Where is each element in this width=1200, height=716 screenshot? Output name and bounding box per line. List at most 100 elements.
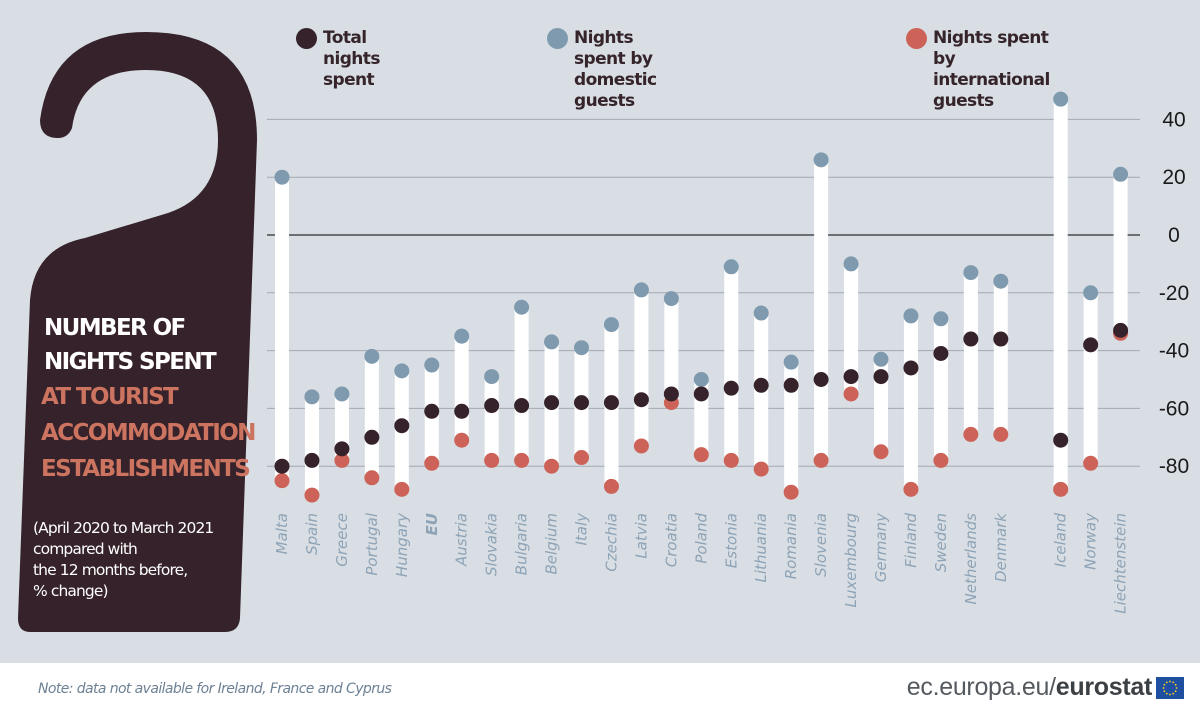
range-bar — [1053, 99, 1068, 490]
total-dot — [1053, 432, 1069, 448]
domestic-dot — [843, 256, 859, 272]
brand-name: eurostat — [1055, 673, 1153, 701]
flag-star — [1169, 693, 1171, 696]
subtitle: (April 2020 to March 2021 compared with … — [33, 519, 214, 600]
total-dot — [963, 331, 979, 347]
legend-label: Total nights spent — [323, 28, 380, 90]
range-bar — [844, 263, 859, 394]
international-dot — [723, 452, 739, 468]
total-dot — [723, 380, 739, 396]
range-bar — [514, 307, 529, 461]
y-tick-label: -20 — [1159, 282, 1189, 305]
category-label: Malta — [273, 513, 291, 554]
y-tick-label: -40 — [1159, 340, 1189, 363]
international-dot — [574, 450, 589, 466]
international-dot — [783, 484, 799, 500]
category-label: Sweden — [932, 513, 950, 572]
category-label: Norway — [1082, 512, 1100, 570]
domestic-dot — [364, 348, 380, 364]
footer: Note: data not available for Ireland, Fr… — [0, 663, 1200, 716]
category-label: Belgium — [543, 513, 561, 575]
domestic-dot — [753, 305, 769, 321]
category-label: Slovakia — [483, 513, 501, 576]
category-label: Portugal — [363, 512, 381, 575]
domestic-dot — [693, 372, 709, 387]
category-label: Italy — [573, 512, 591, 546]
category-label: Netherlands — [962, 513, 980, 605]
international-dot — [873, 444, 889, 460]
title-line: NIGHTS SPENT — [44, 349, 217, 375]
category-label: Liechtenstein — [1112, 513, 1130, 614]
category-label: Bulgaria — [513, 513, 531, 575]
domestic-dot — [873, 351, 889, 367]
international-dot — [334, 452, 350, 468]
category-label: Denmark — [992, 512, 1010, 582]
range-bar — [275, 177, 289, 481]
data-note: Note: data not available for Ireland, Fr… — [38, 681, 392, 697]
flag-star — [1162, 687, 1165, 689]
total-dot — [813, 372, 829, 387]
domestic-dot — [454, 328, 470, 344]
domestic-dot — [424, 357, 440, 373]
category-label: Slovenia — [812, 513, 830, 577]
domestic-dot — [993, 273, 1009, 289]
international-dot — [304, 487, 320, 503]
category-label: Romania — [782, 513, 800, 579]
flag-star — [1172, 681, 1175, 684]
title-accent: AT TOURIST ACCOMMODATION ESTABLISHMENTS — [41, 379, 256, 487]
total-dot-icon — [296, 28, 317, 49]
domestic-dot — [663, 291, 679, 307]
eurostat-link[interactable]: ec.europa.eu/eurostat — [906, 673, 1153, 702]
range-bar — [1083, 292, 1098, 464]
total-dot — [574, 395, 589, 411]
international-dot — [274, 473, 290, 489]
range-bar — [454, 336, 469, 441]
international-dot — [753, 461, 769, 477]
flag-star — [1174, 683, 1177, 686]
domestic-dot — [574, 340, 589, 356]
total-dot — [424, 403, 440, 419]
title-line: NUMBER OF — [44, 315, 186, 341]
flag-star — [1175, 687, 1178, 689]
range-bar — [304, 396, 319, 496]
domestic-dot — [723, 259, 739, 275]
total-dot — [1083, 337, 1099, 353]
international-dot — [1053, 481, 1069, 497]
total-dot — [843, 369, 859, 385]
range-bar — [634, 289, 649, 446]
range-bar — [933, 318, 948, 461]
total-dot — [873, 369, 889, 385]
y-tick-label: 40 — [1162, 108, 1185, 131]
title-line: ACCOMMODATION — [41, 420, 256, 446]
domestic-dot — [603, 317, 619, 333]
range-bar — [364, 356, 379, 478]
legend-label: Nights spent by international guests — [933, 28, 1050, 111]
total-dot — [364, 429, 380, 445]
total-dot — [394, 418, 410, 434]
range-bar — [1113, 174, 1128, 334]
total-dot — [753, 377, 769, 393]
domestic-dot — [933, 311, 949, 327]
brand-prefix: ec.europa.eu/ — [906, 673, 1056, 701]
international-dot — [993, 426, 1009, 442]
domestic-dot — [783, 354, 799, 370]
range-bar — [993, 281, 1008, 435]
range-bar — [963, 272, 978, 435]
eu-flag-icon — [1156, 677, 1184, 699]
total-dot — [304, 452, 320, 468]
domestic-dot — [1053, 91, 1069, 107]
legend-item-international: Nights spent by international guests — [906, 28, 1050, 112]
range-bar — [814, 159, 829, 461]
total-dot — [693, 386, 709, 402]
total-dot — [783, 377, 799, 393]
category-label: Germany — [872, 512, 890, 582]
legend-label: Nights spent by domestic guests — [574, 28, 657, 111]
flag-star — [1165, 681, 1168, 684]
total-dot — [484, 398, 500, 414]
category-label: Finland — [902, 513, 920, 568]
international-dot — [364, 470, 380, 486]
category-label: Spain — [303, 513, 321, 555]
total-dot — [274, 458, 290, 474]
y-tick-label: -60 — [1159, 397, 1189, 420]
category-label: Luxembourg — [842, 513, 860, 607]
